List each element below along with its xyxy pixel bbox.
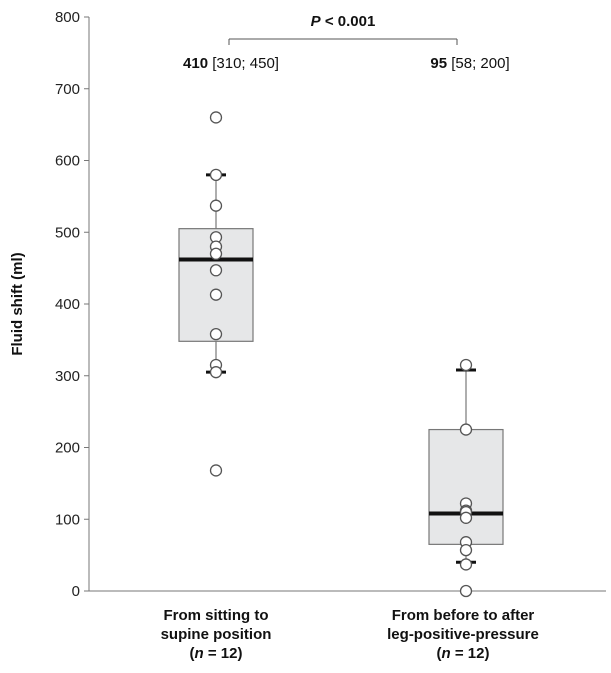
y-axis-ticks: 0 100 200 300 400 500 600 700 800: [55, 9, 89, 600]
data-point: [459, 423, 473, 436]
data-point: [209, 366, 223, 379]
data-point: [209, 247, 223, 260]
data-point: [209, 464, 223, 477]
data-point: [209, 199, 223, 212]
y-axis-label: Fluid shift (ml): [9, 252, 26, 355]
data-point: [459, 558, 473, 571]
group-1-summary: 410 [310; 450]: [183, 55, 279, 72]
data-point: [209, 264, 223, 277]
y-tick-label: 400: [55, 296, 80, 313]
data-point: [209, 168, 223, 182]
box-group-2: [428, 358, 504, 598]
y-tick-label: 500: [55, 224, 80, 241]
group-2-summary: 95 [58; 200]: [430, 55, 509, 72]
data-point: [459, 543, 473, 557]
y-tick-label: 800: [55, 9, 80, 26]
data-point: [209, 288, 223, 301]
data-point: [459, 511, 473, 524]
y-tick-label: 600: [55, 153, 80, 170]
data-point: [209, 327, 223, 341]
y-tick-label: 700: [55, 81, 80, 98]
box-groups: [178, 111, 504, 598]
box-group-1: [178, 111, 254, 477]
data-point: [459, 584, 473, 598]
category-label-2: From before to after leg-positive-pressu…: [387, 607, 539, 662]
y-tick-label: 0: [72, 583, 80, 600]
y-tick-label: 300: [55, 368, 80, 385]
y-tick-label: 200: [55, 440, 80, 457]
iqr-box: [428, 428, 504, 545]
category-label-1: From sitting to supine position (n = 12): [160, 607, 272, 662]
p-value-label: P < 0.001: [311, 13, 376, 30]
data-point: [459, 358, 473, 372]
y-tick-label: 100: [55, 511, 80, 528]
data-point: [209, 111, 223, 124]
